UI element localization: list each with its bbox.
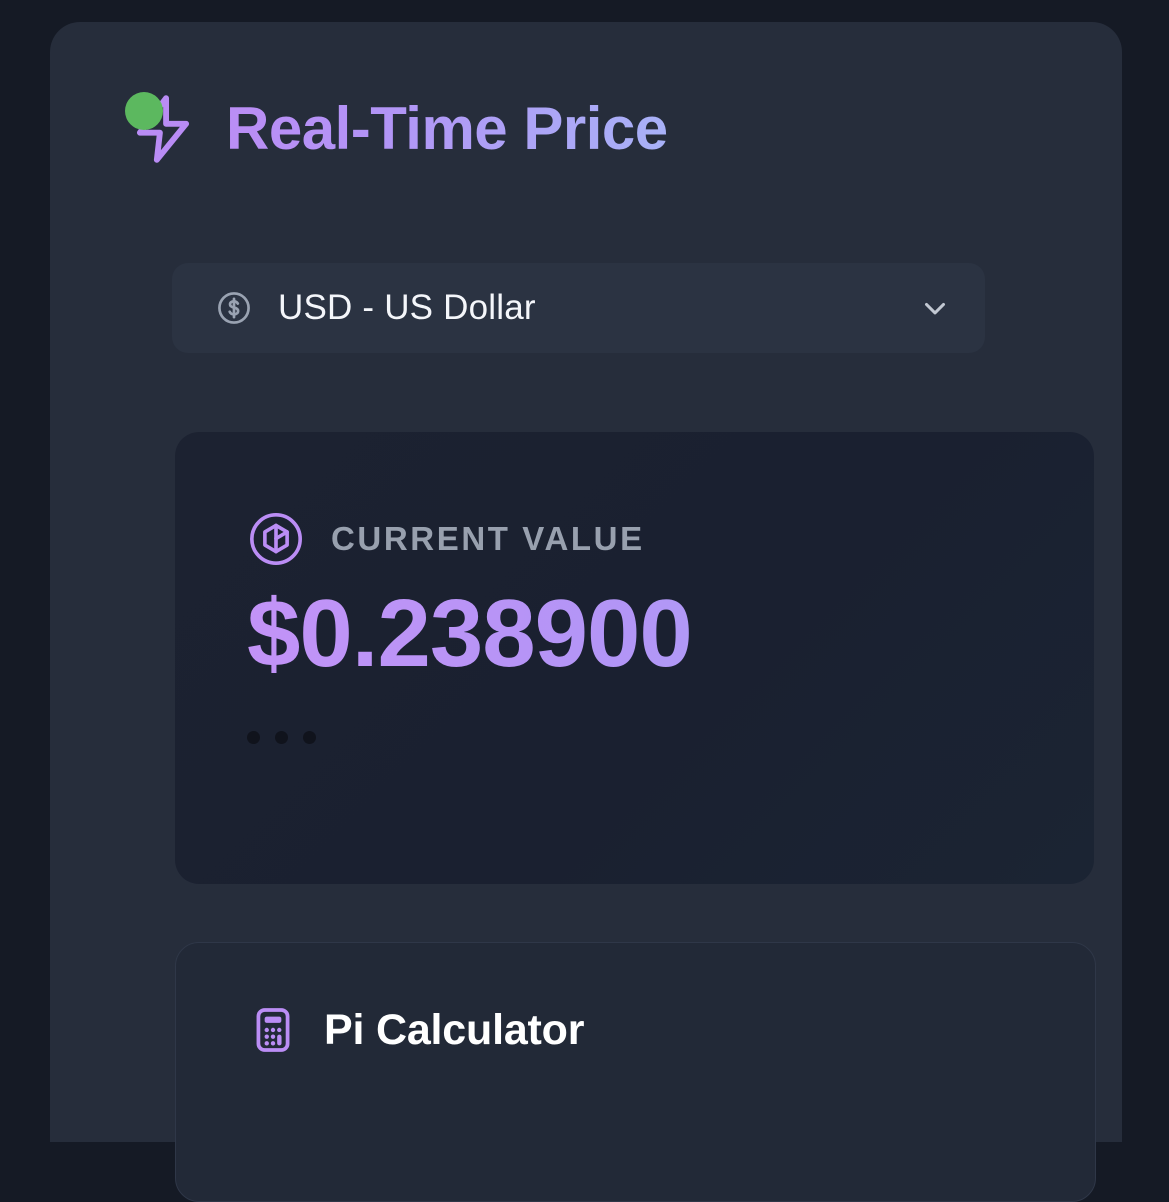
page-title: Real-Time Price <box>226 95 668 162</box>
price-panel: Real-Time Price USD - US Dollar <box>50 22 1122 1202</box>
lightning-bolt-icon <box>122 88 204 170</box>
currency-selected-label: USD - US Dollar <box>278 288 536 327</box>
dollar-coin-icon <box>214 288 254 328</box>
app-screen: Real-Time Price USD - US Dollar <box>50 22 1122 1202</box>
current-value-header: CURRENT VALUE <box>247 510 1094 568</box>
current-value-card: CURRENT VALUE $0.238900 <box>175 432 1094 884</box>
page-header: Real-Time Price <box>122 88 668 170</box>
lightning-bolt-glyph <box>136 95 190 163</box>
pi-calculator-title: Pi Calculator <box>324 1005 585 1054</box>
current-value-label: CURRENT VALUE <box>331 520 645 557</box>
current-price-value: $0.238900 <box>247 583 1094 685</box>
token-cube-icon <box>247 510 305 568</box>
loading-dots <box>247 730 1094 744</box>
chevron-down-icon[interactable] <box>915 288 955 328</box>
pi-calculator-header: Pi Calculator <box>248 1005 1095 1055</box>
loading-dot-1 <box>247 730 260 744</box>
pi-calculator-card[interactable]: Pi Calculator <box>175 942 1096 1202</box>
live-status-dot <box>125 92 163 130</box>
loading-dot-2 <box>275 730 288 744</box>
loading-dot-3 <box>303 730 316 744</box>
currency-select[interactable]: USD - US Dollar <box>172 263 985 353</box>
calculator-icon <box>248 1005 298 1055</box>
